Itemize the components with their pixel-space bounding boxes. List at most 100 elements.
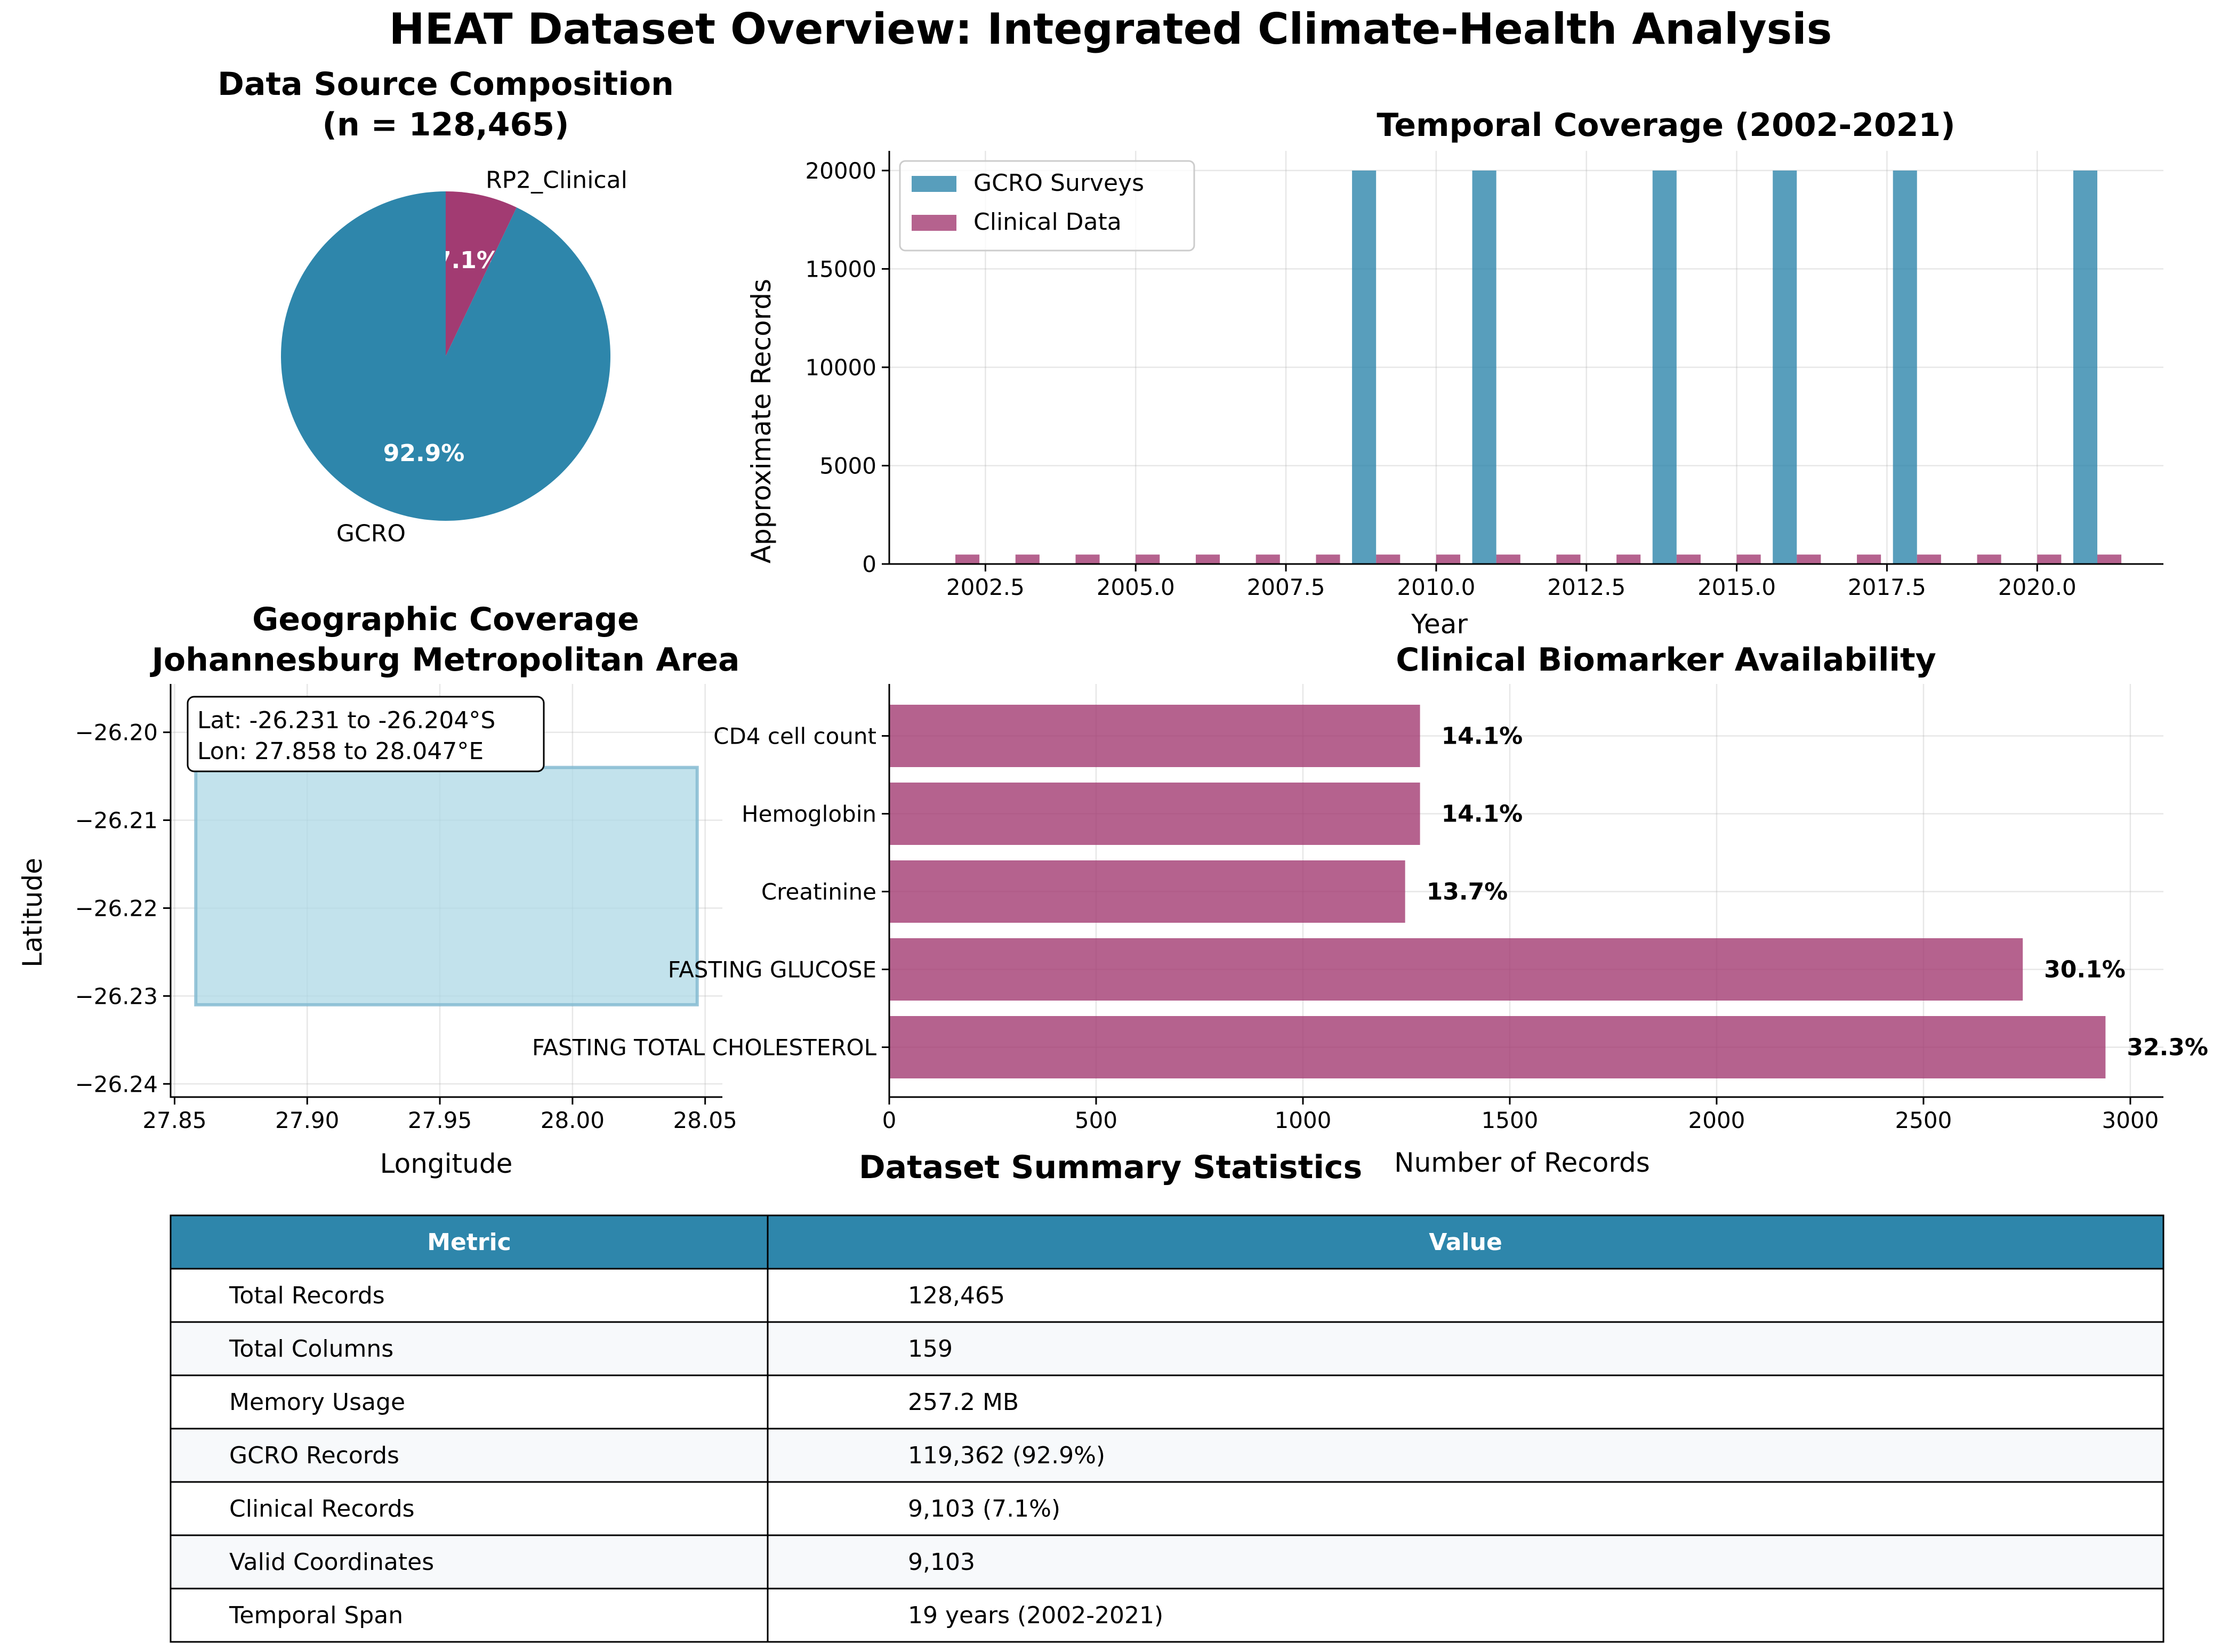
temporal-bar-s1-0 [955,554,980,564]
table-cell-value-bg-2 [767,1374,2164,1430]
biomarker-xtick-label-4: 2000 [1688,1107,1745,1133]
table-cell-value-6: 19 years (2002-2021) [908,1602,1163,1629]
temporal-bar-s1-1 [1015,554,1040,564]
pie-slice-label-1: GCRO [336,520,406,547]
temporal-xtick-label-6: 2017.5 [1848,574,1926,600]
geo-xlabel: Longitude [380,1148,513,1179]
table-cell-metric-2: Memory Usage [229,1389,405,1416]
biomarker-category-label-1: Hemoglobin [742,801,876,827]
temporal-bar-s1-17 [1977,554,2001,564]
temporal-ytick-label-2: 10000 [805,354,876,381]
temporal-title: Temporal Coverage (2002-2021) [1377,107,1955,144]
temporal-bar-s1-4 [1195,554,1220,564]
geo-axes-spine [170,684,722,1098]
temporal-bar-s1-3 [1136,554,1160,564]
temporal-legend: GCRO Surveys Clinical Data [899,160,1195,252]
table-cell-metric-3: GCRO Records [229,1442,399,1469]
biomarker-category-label-0: CD4 cell count [713,723,876,750]
geo-annotation-box [187,696,545,772]
pie-chart-panel: Data Source Composition (n = 128,465) 7.… [218,66,674,547]
biomarker-xlabel: Number of Records [1394,1147,1650,1178]
geo-title-line1: Geographic Coverage [252,601,639,638]
temporal-bar-s1-10 [1556,554,1581,564]
table-row-1: Total Columns 159 [170,1321,2164,1376]
temporal-bar-s1-9 [1496,554,1520,564]
temporal-legend-box [899,160,1195,252]
pie-title-line2: (n = 128,465) [323,106,569,143]
temporal-legend-label-1: Clinical Data [973,208,1122,236]
geo-chart-panel: Geographic Coverage Johannesburg Metropo… [17,601,739,1179]
biomarker-bar-4 [889,1016,2106,1078]
biomarker-chart-panel: Clinical Biomarker Availability Number o… [532,641,2208,1178]
biomarker-category-label-2: Creatinine [761,879,876,905]
table-cell-metric-1: Total Columns [229,1335,393,1363]
temporal-xlabel: Year [1411,609,1468,640]
table-cell-value-1: 159 [908,1335,953,1363]
geo-xtick-label-4: 28.05 [673,1107,737,1133]
geo-xtick-label-3: 28.00 [541,1107,605,1133]
geo-ylabel: Latitude [17,858,48,968]
table-header-metric: Metric [427,1229,511,1256]
temporal-ytick-label-1: 5000 [819,453,876,479]
table-cell-value-4: 9,103 (7.1%) [908,1495,1060,1522]
table-cell-value-bg-1 [767,1321,2164,1376]
temporal-bar-s1-7 [1376,554,1401,564]
temporal-bar-s1-5 [1256,554,1280,564]
table-row-0: Total Records 128,465 [170,1268,2164,1323]
biomarker-category-label-3: FASTING GLUCOSE [668,957,876,983]
table-cell-value-3: 119,362 (92.9%) [908,1442,1105,1469]
table-cell-metric-6: Temporal Span [229,1602,403,1629]
temporal-xtick-label-3: 2010.0 [1397,574,1475,600]
biomarker-bar-3 [889,938,2023,1001]
table-cell-metric-0: Total Records [229,1282,385,1309]
biomarker-bar-1 [889,783,1420,845]
table-cell-metric-bg-2 [170,1374,769,1430]
temporal-bar-s1-16 [1917,554,1941,564]
table-cell-value-2: 257.2 MB [908,1389,1019,1416]
biomarker-xtick-label-1: 500 [1075,1107,1117,1133]
table-row-6: Temporal Span 19 years (2002-2021) [170,1587,2164,1643]
summary-table-panel: Dataset Summary Statistics Metric Value To… [170,1149,2164,1643]
biomarker-xtick-label-3: 1500 [1482,1107,1539,1133]
temporal-bar-s0-4 [1893,170,1917,564]
temporal-ytick-label-3: 15000 [805,256,876,282]
table-cell-metric-bg-6 [170,1587,769,1643]
pie-pct-label-1: 92.9% [383,440,465,467]
biomarker-category-label-4: FASTING TOTAL CHOLESTEROL [532,1035,877,1061]
temporal-bar-s1-13 [1736,554,1761,564]
table-cell-metric-4: Clinical Records [229,1495,415,1522]
biomarker-bar-2 [889,860,1405,923]
temporal-bar-s1-19 [2097,554,2122,564]
temporal-bar-s1-12 [1676,554,1701,564]
biomarker-bar-0 [889,705,1420,767]
temporal-bar-s1-18 [2037,554,2062,564]
temporal-bar-s1-6 [1316,554,1340,564]
table-cell-metric-bg-1 [170,1321,769,1376]
temporal-bar-s0-5 [2073,170,2097,564]
temporal-bar-s0-2 [1652,170,1677,564]
temporal-xtick-label-4: 2012.5 [1547,574,1625,600]
table-row-2: Memory Usage 257.2 MB [170,1374,2164,1430]
table-header-value: Value [1429,1229,1502,1256]
pie-slice-label-0: RP2_Clinical [486,166,627,194]
temporal-legend-label-0: GCRO Surveys [973,170,1144,197]
table-cell-value-bg-0 [767,1268,2164,1323]
table-cell-value-0: 128,465 [908,1282,1005,1309]
biomarker-xtick-label-5: 2500 [1895,1107,1952,1133]
temporal-bar-s1-14 [1797,554,1821,564]
table-title: Dataset Summary Statistics [859,1149,1362,1186]
table-header-cell-1 [767,1214,2164,1270]
temporal-bar-s1-11 [1616,554,1641,564]
temporal-legend-swatch-0 [912,176,956,192]
temporal-bar-s1-2 [1075,554,1100,564]
pie-slice-0 [446,191,517,356]
table-row-4: Clinical Records 9,103 (7.1%) [170,1481,2164,1536]
geo-xtick-label-0: 27.85 [142,1107,206,1133]
table-row-3: GCRO Records 119,362 (92.9%) [170,1428,2164,1483]
table-cell-value-bg-4 [767,1481,2164,1536]
temporal-chart-panel: Temporal Coverage (2002-2021) Year Appro… [746,107,2163,640]
geo-annotation-line2: Lon: 27.858 to 28.047°E [197,738,484,765]
biomarker-bar-value-label-4: 32.3% [2127,1034,2208,1061]
table-header-row: Metric Value [170,1214,2164,1270]
pie-slice-1 [281,191,610,521]
